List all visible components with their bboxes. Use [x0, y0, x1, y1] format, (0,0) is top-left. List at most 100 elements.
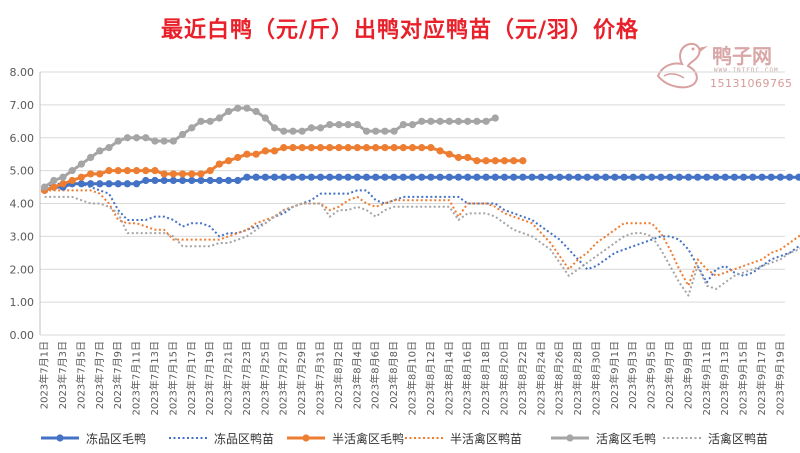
data-point	[50, 176, 58, 185]
data-point	[344, 121, 352, 129]
data-point	[730, 173, 739, 181]
x-tick-label: 2023年8月8日	[387, 341, 400, 409]
data-point	[151, 167, 159, 175]
data-point	[666, 173, 674, 181]
data-point	[390, 173, 398, 181]
data-point	[408, 173, 417, 181]
data-point	[280, 144, 288, 152]
data-point	[68, 176, 76, 185]
data-point	[399, 121, 407, 129]
data-point	[206, 117, 214, 125]
data-point	[335, 173, 343, 181]
x-tick-label: 2023年7月1日	[38, 341, 51, 409]
data-point	[316, 173, 325, 181]
data-point	[270, 124, 279, 132]
data-point	[629, 173, 637, 181]
data-point	[500, 157, 509, 165]
data-point	[694, 173, 702, 181]
data-point	[270, 173, 279, 181]
data-point	[316, 124, 325, 132]
data-point	[234, 176, 242, 185]
data-point	[454, 117, 463, 125]
series-5	[44, 195, 800, 297]
data-point	[353, 121, 361, 129]
x-tick-label: 2023年7月29日	[295, 341, 308, 416]
x-tick-label: 2023年8月4日	[350, 341, 363, 409]
data-point	[252, 173, 260, 181]
data-point	[427, 173, 435, 181]
series-line	[44, 189, 800, 287]
data-point	[142, 134, 150, 142]
data-point	[362, 127, 371, 135]
data-point	[243, 150, 251, 158]
x-tick-label: 2023年9月7日	[663, 341, 676, 409]
data-point	[381, 144, 389, 152]
data-point	[206, 176, 214, 185]
data-point	[583, 173, 591, 181]
data-point	[280, 127, 288, 135]
x-tick-label: 2023年9月19日	[773, 341, 786, 416]
x-tick-label: 2023年7月15日	[166, 341, 179, 416]
data-point	[445, 173, 453, 181]
data-point	[105, 144, 113, 152]
x-tick-label: 2023年8月30日	[589, 341, 602, 416]
data-point	[418, 173, 426, 181]
data-point	[234, 104, 242, 112]
y-tick-label: 3.00	[10, 230, 35, 243]
x-tick-label: 2023年8月10日	[406, 341, 419, 416]
data-point	[142, 176, 150, 185]
data-point	[261, 173, 269, 181]
data-point	[344, 173, 352, 181]
data-point	[326, 144, 334, 152]
data-point	[546, 173, 555, 181]
data-point	[132, 134, 141, 142]
data-point	[77, 173, 85, 181]
data-point	[298, 144, 306, 152]
data-point	[510, 157, 518, 165]
data-point	[169, 170, 177, 178]
legend-item: 活禽区毛鸭	[550, 428, 656, 448]
data-point	[280, 173, 288, 181]
legend-swatch	[405, 437, 443, 439]
data-point	[675, 173, 683, 181]
y-tick-label: 1.00	[10, 296, 35, 309]
legend-item: 半活禽区鸭苗	[404, 428, 522, 448]
data-point	[473, 117, 481, 125]
data-point	[657, 173, 665, 181]
x-tick-label: 2023年9月11日	[700, 341, 713, 416]
x-tick-label: 2023年8月12日	[424, 341, 437, 416]
y-tick-label: 0.00	[10, 329, 35, 342]
x-tick-label: 2023年9月13日	[718, 341, 731, 416]
data-point	[712, 173, 720, 181]
data-point	[390, 144, 398, 152]
legend: 冻品区毛鸭 冻品区鸭苗 半活禽区毛鸭 半活禽区鸭苗 活禽区毛鸭 活禽区鸭苗	[40, 428, 780, 448]
data-point	[224, 157, 233, 165]
data-point	[261, 147, 269, 155]
data-point	[206, 167, 214, 175]
x-tick-label: 2023年7月17日	[185, 341, 198, 416]
data-point	[224, 107, 233, 116]
data-point	[132, 180, 141, 188]
data-point	[445, 150, 453, 158]
data-point	[96, 147, 104, 155]
x-tick-label: 2023年7月19日	[203, 341, 216, 416]
data-point	[307, 144, 315, 152]
data-point	[215, 160, 223, 168]
x-tick-label: 2023年8月2日	[332, 341, 345, 409]
x-tick-label: 2023年7月11日	[130, 341, 143, 416]
data-point	[160, 137, 168, 145]
data-point	[776, 173, 785, 181]
data-point	[353, 144, 361, 152]
legend-label: 半活禽区鸭苗	[450, 431, 523, 446]
y-tick-label: 4.00	[10, 198, 35, 211]
x-tick-label: 2023年7月5日	[74, 341, 87, 409]
data-point	[123, 180, 131, 188]
x-tick-label: 2023年9月1日	[608, 341, 621, 409]
watermark: 鸭子网 WWW.INTEDC.COM 15131069765	[648, 36, 798, 96]
data-point	[464, 117, 472, 125]
chart-title: 最近白鸭（元/斤）出鸭对应鸭苗（元/羽）价格	[160, 18, 640, 43]
data-point	[86, 180, 95, 188]
data-point	[436, 147, 444, 155]
data-point	[372, 127, 380, 135]
series-line	[44, 182, 800, 284]
